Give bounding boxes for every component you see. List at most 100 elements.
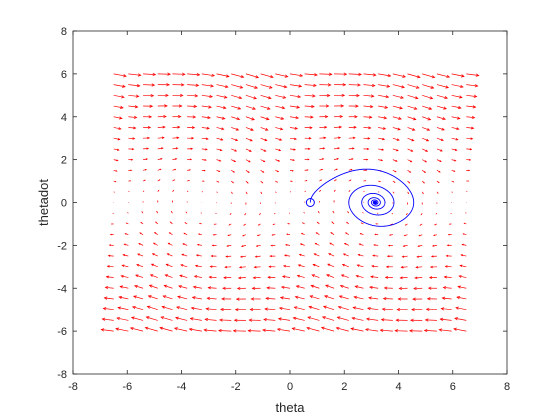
field-arrow xyxy=(443,275,452,279)
arrow-head xyxy=(244,214,246,216)
vector-field xyxy=(100,72,480,333)
arrow-shaft xyxy=(121,275,129,278)
arrow-head xyxy=(434,224,436,226)
field-arrow xyxy=(208,275,217,279)
arrow-head xyxy=(107,254,111,257)
arrow-head xyxy=(328,253,331,256)
field-arrow xyxy=(201,84,215,88)
field-arrow xyxy=(451,94,463,99)
arrow-head xyxy=(454,148,458,151)
field-arrow xyxy=(319,125,328,129)
arrow-head xyxy=(331,221,334,224)
arrow-shaft xyxy=(113,94,125,98)
field-arrow xyxy=(231,84,244,89)
field-arrow xyxy=(172,158,178,160)
field-arrow xyxy=(424,318,437,322)
field-arrow xyxy=(231,180,234,184)
arrow-shaft xyxy=(216,84,228,88)
arrow-shaft xyxy=(299,254,305,257)
field-arrow xyxy=(187,104,198,108)
arrow-shaft xyxy=(309,295,320,300)
field-arrow xyxy=(325,284,335,289)
arrow-shaft xyxy=(422,116,431,121)
field-arrow xyxy=(348,93,360,98)
arrow-head xyxy=(311,274,315,278)
arrow-shaft xyxy=(402,255,408,258)
field-arrow xyxy=(172,189,174,192)
arrow-shaft xyxy=(106,276,114,278)
field-arrow xyxy=(446,244,452,247)
field-arrow xyxy=(407,127,416,131)
arrow-head xyxy=(285,243,288,246)
arrow-shaft xyxy=(363,84,375,87)
field-arrow xyxy=(128,94,140,98)
arrow-head xyxy=(321,316,326,320)
arrow-head xyxy=(321,168,324,171)
field-arrow xyxy=(245,94,258,100)
field-arrow xyxy=(407,191,409,195)
field-arrow xyxy=(411,308,423,312)
field-arrow xyxy=(451,73,465,78)
field-arrow xyxy=(238,266,246,269)
arrow-head xyxy=(184,222,186,224)
arrow-shaft xyxy=(178,285,188,289)
arrow-shaft xyxy=(123,254,129,257)
field-arrow xyxy=(245,73,260,79)
arrow-head xyxy=(130,316,135,320)
field-arrow xyxy=(178,285,188,289)
trajectory-line xyxy=(309,168,415,227)
arrow-head xyxy=(325,104,330,108)
field-arrow xyxy=(260,159,266,163)
arrow-shaft xyxy=(295,296,305,300)
arrow-shaft xyxy=(147,306,158,311)
arrow-shaft xyxy=(306,327,320,332)
field-arrow xyxy=(427,286,437,290)
arrow-head xyxy=(193,104,198,108)
field-arrow xyxy=(451,84,464,88)
field-arrow xyxy=(333,179,337,182)
arrow-shaft xyxy=(407,105,417,110)
field-arrow xyxy=(392,170,397,173)
arrow-head xyxy=(306,169,309,171)
arrow-shaft xyxy=(196,254,202,257)
arrow-shaft xyxy=(368,297,379,300)
field-arrow xyxy=(157,83,170,87)
arrow-head xyxy=(147,125,152,129)
arrow-head xyxy=(410,149,414,152)
field-arrow xyxy=(245,170,250,173)
arrow-head xyxy=(220,307,224,312)
arrow-head xyxy=(415,266,419,269)
arrow-shaft xyxy=(240,255,246,258)
field-arrow xyxy=(249,307,261,312)
field-arrow xyxy=(228,223,232,226)
field-arrow xyxy=(172,147,179,150)
arrow-head xyxy=(256,234,259,237)
field-arrow xyxy=(172,179,176,182)
arrow-shaft xyxy=(265,297,276,300)
field-arrow xyxy=(275,137,283,141)
field-arrow xyxy=(254,255,261,258)
arrow-shaft xyxy=(143,73,156,75)
arrow-head xyxy=(265,117,270,121)
arrow-head xyxy=(382,297,387,301)
arrow-head xyxy=(235,127,240,131)
field-arrow xyxy=(110,223,114,225)
arrow-head xyxy=(246,181,249,184)
arrow-head xyxy=(270,244,273,247)
arrow-head xyxy=(240,74,245,79)
field-arrow xyxy=(118,295,129,300)
field-arrow xyxy=(150,263,158,268)
arrow-shaft xyxy=(341,274,349,278)
field-arrow xyxy=(296,274,305,278)
field-arrow xyxy=(458,275,467,278)
arrow-head xyxy=(219,159,222,162)
field-arrow xyxy=(348,179,352,182)
arrow-head xyxy=(283,85,288,89)
arrow-shaft xyxy=(260,73,274,78)
arrow-shaft xyxy=(245,148,252,152)
arrow-shaft xyxy=(245,73,259,78)
arrow-head xyxy=(351,158,354,161)
arrow-head xyxy=(442,286,447,290)
arrow-head xyxy=(396,149,399,152)
arrow-head xyxy=(341,93,346,97)
